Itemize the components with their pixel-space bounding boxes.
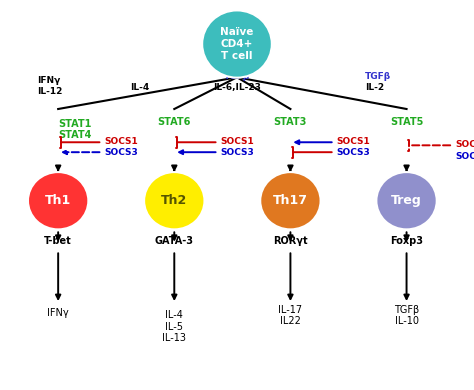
Text: Th2: Th2 xyxy=(161,194,187,207)
Text: TGFβ: TGFβ xyxy=(224,73,250,82)
Text: SOCS3: SOCS3 xyxy=(105,149,138,158)
Text: IL-2: IL-2 xyxy=(365,83,384,92)
Text: SOCS3: SOCS3 xyxy=(337,149,371,158)
Ellipse shape xyxy=(376,172,437,229)
Text: Th1: Th1 xyxy=(45,194,71,207)
Text: SOCS1: SOCS1 xyxy=(105,136,138,145)
Text: IL-6,IL-23: IL-6,IL-23 xyxy=(213,83,261,92)
Text: RORγt: RORγt xyxy=(273,236,308,246)
Text: STAT1
STAT4: STAT1 STAT4 xyxy=(58,119,91,140)
Text: IL-12: IL-12 xyxy=(37,87,63,96)
Text: T-bet: T-bet xyxy=(44,236,72,246)
Text: SOCS1: SOCS1 xyxy=(221,136,255,145)
Text: TGFβ
IL-10: TGFβ IL-10 xyxy=(394,305,419,326)
Text: STAT6: STAT6 xyxy=(157,117,191,127)
Text: GATA-3: GATA-3 xyxy=(155,236,194,246)
Text: SOCS3?: SOCS3? xyxy=(456,152,474,161)
Ellipse shape xyxy=(202,11,272,78)
Text: TGFβ: TGFβ xyxy=(365,73,391,82)
Text: IL-4: IL-4 xyxy=(130,83,149,92)
Text: IL-4
IL-5
IL-13: IL-4 IL-5 IL-13 xyxy=(162,310,186,344)
Ellipse shape xyxy=(28,172,88,229)
Ellipse shape xyxy=(144,172,204,229)
Text: STAT5: STAT5 xyxy=(390,117,423,127)
Text: IL-17
IL22: IL-17 IL22 xyxy=(278,305,302,326)
Text: Treg: Treg xyxy=(391,194,422,207)
Text: SOCS1: SOCS1 xyxy=(456,140,474,149)
Text: STAT3: STAT3 xyxy=(273,117,307,127)
Text: IFNγ: IFNγ xyxy=(47,308,69,319)
Text: Naïve
CD4+
T cell: Naïve CD4+ T cell xyxy=(220,27,254,60)
Text: SOCS1: SOCS1 xyxy=(337,136,371,145)
Text: IFNγ: IFNγ xyxy=(37,76,61,85)
Text: Foxp3: Foxp3 xyxy=(390,236,423,246)
Text: SOCS3: SOCS3 xyxy=(221,149,255,158)
Ellipse shape xyxy=(260,172,320,229)
Text: Th17: Th17 xyxy=(273,194,308,207)
